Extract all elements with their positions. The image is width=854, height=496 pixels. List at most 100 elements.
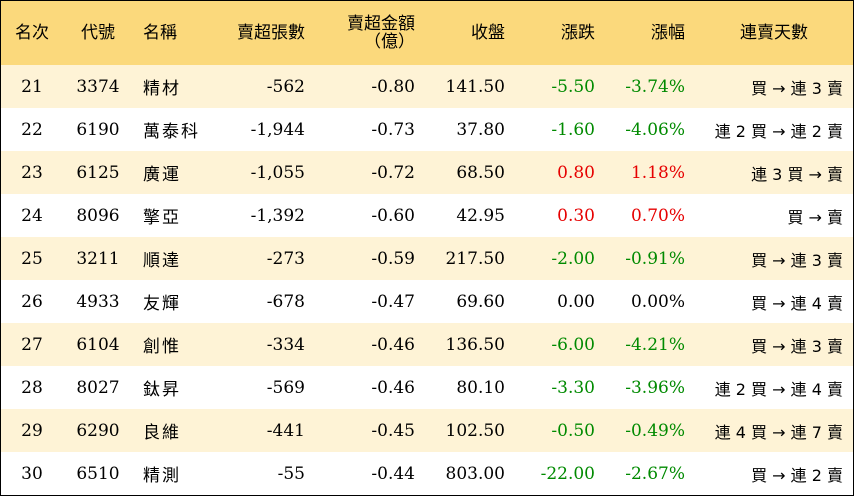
cell-rank: 27 [21,334,43,355]
cell-code: 3374 [76,76,120,97]
cell-change-pct: -3.96% [625,377,685,398]
cell-change: -0.50 [551,420,595,441]
table-row[interactable]: 22 6190 萬泰科 -1,944 -0.73 37.80 -1.60 -4.06% 連 2 … [1,108,853,151]
cell-change: -5.50 [551,76,595,97]
cell-change-pct: -0.49% [625,420,685,441]
cell-code: 6190 [76,119,120,140]
table-row[interactable]: 26 4933 友輝 -678 -0.47 69.60 0.00 0.00% 買 → 連 4 賣 [1,280,853,323]
cell-net-sell-amount: -0.72 [371,162,415,183]
cell-net-sell-lots: -1,392 [250,205,305,226]
cell-rank: 24 [21,205,43,226]
header-name[interactable]: 名稱 [143,23,177,43]
table-row[interactable]: 25 3211 順達 -273 -0.59 217.50 -2.00 -0.91% 買 → 連 … [1,237,853,280]
cell-close: 69.60 [456,291,505,312]
cell-streak: 連 2 買 → 連 4 賣 [714,379,843,399]
cell-change-pct: -4.06% [625,119,685,140]
table-row[interactable]: 30 6510 精測 -55 -0.44 803.00 -22.00 -2.67% 買 → 連 … [1,452,853,495]
cell-net-sell-lots: -441 [266,420,305,441]
cell-net-sell-amount: -0.59 [371,248,415,269]
cell-stock-name: 創惟 [143,337,181,357]
cell-change: -6.00 [551,334,595,355]
cell-net-sell-lots: -55 [277,463,305,484]
cell-net-sell-amount: -0.44 [371,463,415,484]
cell-net-sell-amount: -0.45 [371,420,415,441]
cell-close: 217.50 [445,248,505,269]
cell-close: 37.80 [456,119,505,140]
table-header-row: 名次 代號 名稱 賣超張數 賣超金額 （億） 收盤 漲跌 漲幅 連賣天數 [1,1,853,65]
cell-code: 6510 [76,463,120,484]
cell-change-pct: 0.70% [630,205,685,226]
cell-code: 6125 [76,162,120,183]
cell-code: 8096 [76,205,120,226]
cell-streak: 買 → 連 4 賣 [751,293,843,313]
cell-close: 80.10 [456,377,505,398]
header-change-pct[interactable]: 漲幅 [651,23,685,43]
cell-stock-name: 鈦昇 [143,380,181,400]
cell-net-sell-lots: -273 [266,248,305,269]
cell-net-sell-amount: -0.47 [371,291,415,312]
cell-stock-name: 精測 [143,466,181,486]
cell-change: -22.00 [540,463,595,484]
table-row[interactable]: 21 3374 精材 -562 -0.80 141.50 -5.50 -3.74% 買 → 連 … [1,65,853,108]
cell-close: 68.50 [456,162,505,183]
cell-stock-name: 擎亞 [143,208,181,228]
cell-streak: 買 → 賣 [787,207,843,227]
cell-change-pct: -0.91% [625,248,685,269]
cell-rank: 29 [21,420,43,441]
cell-change-pct: -4.21% [625,334,685,355]
header-change[interactable]: 漲跌 [561,23,595,43]
cell-change-pct: 1.18% [630,162,685,183]
cell-streak: 買 → 連 3 賣 [751,78,843,98]
cell-close: 42.95 [456,205,505,226]
table-row[interactable]: 27 6104 創惟 -334 -0.46 136.50 -6.00 -4.21% 買 → 連 … [1,323,853,366]
cell-change: -1.60 [551,119,595,140]
header-net-sell-amount-line1: 賣超金額 [347,14,415,34]
cell-stock-name: 萬泰科 [143,122,200,142]
table-row[interactable]: 28 8027 鈦昇 -569 -0.46 80.10 -3.30 -3.96% 連 2 買 →… [1,366,853,409]
cell-streak: 買 → 連 3 賣 [751,336,843,356]
cell-rank: 25 [21,248,43,269]
header-streak[interactable]: 連賣天數 [740,23,808,43]
cell-net-sell-lots: -334 [266,334,305,355]
cell-net-sell-amount: -0.46 [371,377,415,398]
cell-net-sell-amount: -0.73 [371,119,415,140]
cell-code: 3211 [76,248,120,269]
header-close[interactable]: 收盤 [471,23,505,43]
cell-rank: 26 [21,291,43,312]
cell-rank: 22 [21,119,43,140]
header-code[interactable]: 代號 [81,23,115,43]
cell-streak: 連 4 買 → 連 7 賣 [714,422,843,442]
cell-rank: 28 [21,377,43,398]
cell-net-sell-amount: -0.46 [371,334,415,355]
header-rank[interactable]: 名次 [15,23,49,43]
cell-stock-name: 順達 [143,251,181,271]
cell-streak: 買 → 連 2 賣 [751,465,843,485]
cell-net-sell-lots: -1,944 [250,119,305,140]
cell-code: 4933 [76,291,120,312]
cell-net-sell-lots: -562 [266,76,305,97]
cell-code: 8027 [76,377,120,398]
cell-rank: 23 [21,162,43,183]
table-row[interactable]: 24 8096 擎亞 -1,392 -0.60 42.95 0.30 0.70% 買 → 賣 [1,194,853,237]
cell-close: 102.50 [445,420,505,441]
header-net-sell-amount[interactable]: 賣超金額 （億） [315,1,425,65]
cell-change-pct: -2.67% [625,463,685,484]
cell-net-sell-amount: -0.80 [371,76,415,97]
cell-code: 6290 [76,420,120,441]
cell-streak: 連 2 買 → 連 2 賣 [714,121,843,141]
table-row[interactable]: 29 6290 良維 -441 -0.45 102.50 -0.50 -0.49% 連 4 買 … [1,409,853,452]
cell-code: 6104 [76,334,120,355]
table-body: 21 3374 精材 -562 -0.80 141.50 -5.50 -3.74% 買 → 連 … [1,65,853,495]
cell-change: 0.80 [557,162,595,183]
cell-streak: 買 → 連 3 賣 [751,250,843,270]
table-row[interactable]: 23 6125 廣運 -1,055 -0.72 68.50 0.80 1.18% 連 3 買 →… [1,151,853,194]
cell-streak: 連 3 買 → 賣 [751,164,843,184]
cell-stock-name: 良維 [143,423,181,443]
header-net-sell-lots[interactable]: 賣超張數 [237,23,305,43]
cell-rank: 21 [21,76,43,97]
cell-change-pct: -3.74% [625,76,685,97]
cell-stock-name: 廣運 [143,165,181,185]
cell-change: 0.00 [557,291,595,312]
